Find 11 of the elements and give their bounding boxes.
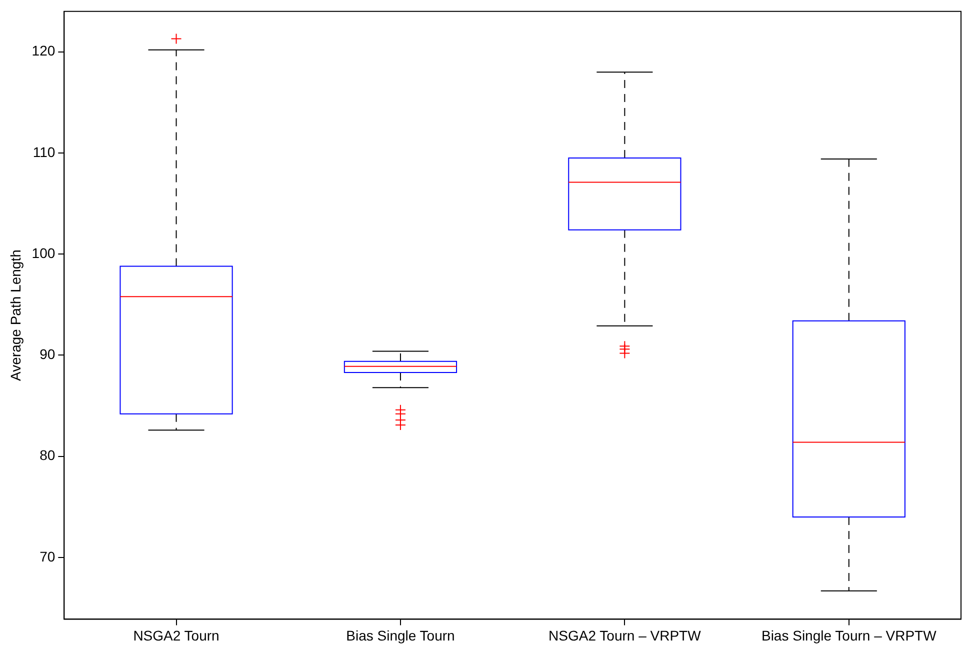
x-tick-label: Bias Single Tourn – VRPTW (761, 627, 938, 644)
y-tick-label: 120 (32, 42, 56, 59)
y-tick-label: 90 (40, 346, 56, 362)
y-tick-label: 100 (32, 244, 56, 261)
y-axis-title: Average Path Length (7, 250, 24, 381)
y-tick-label: 70 (40, 548, 56, 564)
x-tick-label: Bias Single Tourn (346, 627, 455, 644)
x-tick-label: NSGA2 Tourn (133, 627, 220, 644)
y-tick-label: 110 (32, 144, 56, 160)
x-tick-label: NSGA2 Tourn – VRPTW (548, 627, 702, 644)
y-tick-label: 80 (40, 447, 56, 464)
